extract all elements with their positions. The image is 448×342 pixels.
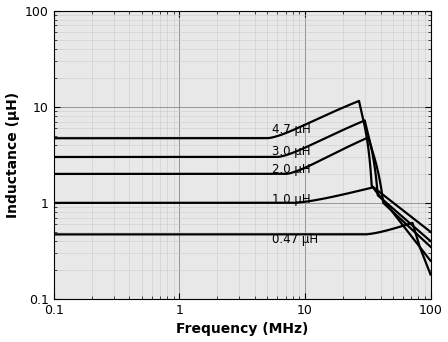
- Text: 2.0 μH: 2.0 μH: [272, 163, 311, 176]
- X-axis label: Frequency (MHz): Frequency (MHz): [176, 323, 308, 337]
- Text: 0.47 μH: 0.47 μH: [272, 233, 319, 246]
- Text: 4.7 μH: 4.7 μH: [272, 123, 311, 136]
- Text: 1.0 μH: 1.0 μH: [272, 193, 311, 206]
- Y-axis label: Inductance (μH): Inductance (μH): [5, 92, 20, 218]
- Text: 3.0 μH: 3.0 μH: [272, 145, 311, 158]
